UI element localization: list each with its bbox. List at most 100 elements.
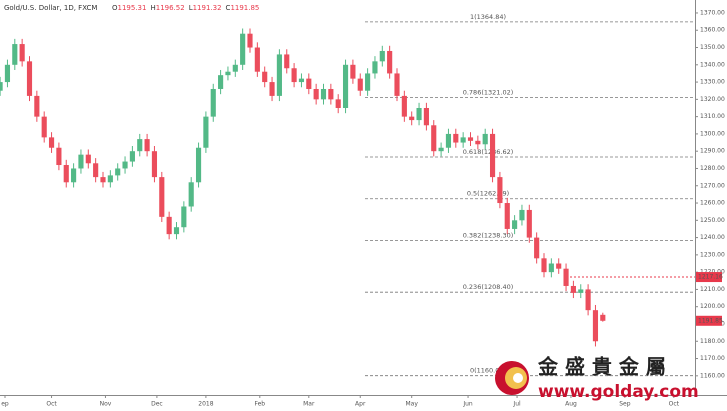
candle-body [431,125,437,152]
candle-body [372,61,378,74]
candle-body [460,137,466,143]
candle-body [218,75,224,89]
fib-label: 0.382(1238.30) [463,232,514,240]
candle-body [129,151,135,162]
candle-body [298,78,305,83]
y-tick-label: 1320.00 [700,96,725,103]
x-tick-label: Oct [669,401,680,408]
candle-body [357,78,363,91]
candle-body [438,147,444,152]
plot: 1160.001170.001180.001190.001200.001210.… [0,9,725,408]
candle-body [100,177,106,183]
ohlc-value: 1196.52 [156,4,185,12]
candle-body [387,50,393,74]
candle-body [306,78,312,89]
y-tick-label: 1290.00 [700,148,725,155]
candle-body [365,73,371,91]
fib-label: 0.236(1208.40) [463,283,514,291]
candle-body [284,54,290,69]
candle-body [232,64,238,72]
y-tick-label: 1310.00 [700,113,725,120]
candle-body [173,227,180,235]
x-tick-label: Feb [254,401,265,408]
y-tick-label: 1360.00 [700,27,725,34]
candle-body [335,99,341,108]
candle-body [19,44,25,62]
x-tick-label: Aug [565,401,577,408]
candle-body [526,209,532,238]
y-tick-label: 1270.00 [700,182,725,189]
candle-body [137,139,143,152]
candle-body [409,116,415,121]
candle-body [122,161,128,169]
ohlc-header: O1195.31 H1196.52 L1191.32 C1191.85 [112,4,259,12]
y-tick-label: 1180.00 [700,338,725,345]
ohlc-value: 1191.85 [230,4,259,12]
candle-body [151,151,158,178]
y-tick-label: 1350.00 [700,44,725,51]
x-tick-label: Jun [462,401,473,408]
y-tick-label: 1240.00 [700,234,725,241]
candle-body [482,133,488,145]
y-tick-label: 1330.00 [700,79,725,86]
candle-body [592,310,599,342]
y-tick-label: 1370.00 [700,9,725,16]
candle-body [497,177,503,204]
fib-label: 0.786(1321.02) [463,89,514,97]
candle-body [489,133,496,178]
candle-body [578,289,584,293]
y-tick-label: 1210.00 [700,286,725,293]
x-tick-label: Sep [619,401,631,408]
y-tick-label: 1160.00 [700,372,725,379]
candle-body [12,44,18,65]
x-tick-label: ep [1,401,9,408]
candle-body [585,289,591,311]
candle-body [541,258,547,273]
candle-body [534,237,540,259]
x-tick-label: May [405,401,418,408]
candle-body [166,216,172,235]
candle-body [276,54,282,96]
candle-body [350,64,356,79]
candle-body [71,168,77,183]
candle-body [475,140,481,145]
candle-body [107,175,113,183]
candle-body [93,163,99,178]
fib-label: 0.618(1286.62) [463,148,514,156]
logo-name: 金 盛 貴 金 屬 [537,355,666,379]
ohlc-value: 1191.32 [193,4,222,12]
y-tick-label: 1300.00 [700,130,725,137]
candle-body [159,177,165,217]
logo: 金 盛 貴 金 屬 www.golday.com [495,355,699,402]
candle-body [188,182,194,207]
candle-body [144,139,150,152]
ohlc-key: L [189,4,193,12]
x-tick-label: Oct [46,401,57,408]
candle-body [600,314,606,321]
candle-body [313,88,319,100]
candle-body [48,137,55,148]
candle-body [342,64,349,108]
candle-body [453,133,459,143]
candle-body [225,71,231,76]
ohlc-value: 1195.31 [118,4,147,12]
candle-body [26,61,33,96]
logo-url: www.golday.com [538,382,699,402]
fib-label: 0(1160.07) [470,367,506,375]
candle-body [423,107,429,126]
price-tag-label: 1217.16 [698,274,723,281]
candle-body [115,168,121,176]
candle-body [320,88,327,100]
candle-body [328,88,334,100]
ohlc-key: H [150,4,155,12]
ohlc-key: C [226,4,231,12]
candle-body [4,64,11,83]
price-tag-label: 1191.85 [698,317,723,324]
candle-body [262,71,268,83]
candle-body [269,82,275,96]
fib-label: 0.5(1262.49) [467,190,509,198]
candle-body [563,268,569,286]
x-tick-label: Nov [100,401,112,408]
chart-title: Gold/U.S. Dollar, 1D, FXCM [4,4,97,12]
